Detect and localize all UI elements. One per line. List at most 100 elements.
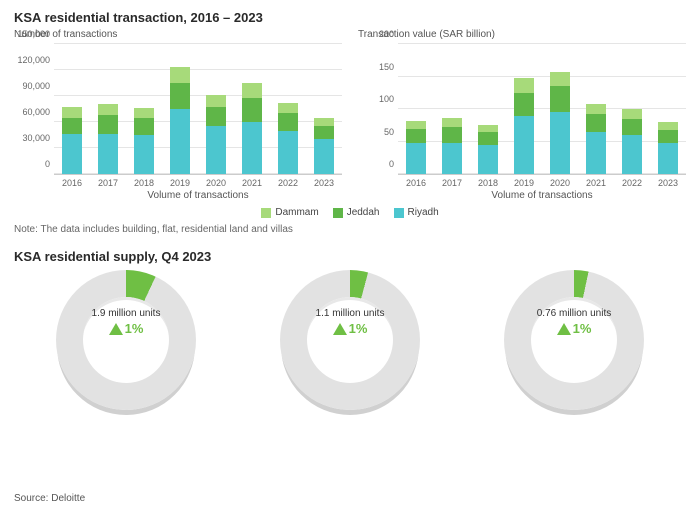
- bar-segment-riyadh: [134, 135, 154, 174]
- bar-group: [206, 95, 226, 174]
- bar-segment-riyadh: [406, 143, 426, 174]
- donut-pct-label: 1%: [125, 321, 144, 336]
- bar-group: [550, 72, 570, 174]
- bar-segment-dammam: [98, 104, 118, 115]
- y-tick-label: 200: [358, 29, 394, 39]
- chart-transactions-count: Number of transactions 030,00060,00090,0…: [14, 29, 342, 201]
- x-tick-label: 2023: [314, 178, 334, 188]
- x-tick-label: 2021: [242, 178, 262, 188]
- donut-riyadh: 1.9 million units1%Riyadh: [46, 270, 206, 407]
- legend-dammam: Dammam: [261, 207, 318, 218]
- bar-segment-dammam: [406, 121, 426, 129]
- main-title: KSA residential transaction, 2016 – 2023: [14, 10, 686, 25]
- bar-segment-dammam: [314, 118, 334, 127]
- bar-segment-riyadh: [550, 112, 570, 174]
- bar-group: [478, 125, 498, 174]
- chart-legend: Dammam Jeddah Riyadh: [14, 207, 686, 218]
- bar-segment-dammam: [134, 108, 154, 118]
- bar-segment-jeddah: [62, 118, 82, 134]
- donut-units-label: 1.1 million units: [290, 308, 410, 319]
- bar-segment-dammam: [478, 125, 498, 132]
- bar-segment-dammam: [242, 83, 262, 98]
- legend-riyadh-label: Riyadh: [408, 207, 439, 218]
- bar-group: [406, 121, 426, 174]
- bar-group: [170, 67, 190, 174]
- donut-dma: 0.76 million units1%DMA: [494, 270, 654, 407]
- bar-segment-riyadh: [98, 134, 118, 174]
- chart-left-xlabels: 20162017201820192020202120222023: [54, 175, 342, 188]
- bar-segment-riyadh: [242, 122, 262, 174]
- bar-segment-riyadh: [314, 139, 334, 174]
- bar-segment-riyadh: [170, 109, 190, 174]
- bar-segment-jeddah: [206, 107, 226, 126]
- x-tick-label: 2020: [550, 178, 570, 188]
- donut-units-label: 1.9 million units: [66, 308, 186, 319]
- bar-segment-jeddah: [586, 114, 606, 132]
- chart-left-subtitle: Number of transactions: [14, 29, 342, 40]
- x-tick-label: 2016: [406, 178, 426, 188]
- x-tick-label: 2018: [134, 178, 154, 188]
- bar-segment-riyadh: [62, 134, 82, 174]
- bar-segment-riyadh: [442, 143, 462, 174]
- bar-segment-dammam: [514, 78, 534, 92]
- bar-group: [314, 118, 334, 174]
- bar-segment-riyadh: [206, 126, 226, 174]
- charts-row: Number of transactions 030,00060,00090,0…: [14, 29, 686, 201]
- y-tick-label: 0: [358, 159, 394, 169]
- legend-jeddah-label: Jeddah: [347, 207, 380, 218]
- swatch-dammam: [261, 208, 271, 218]
- bar-segment-riyadh: [586, 132, 606, 174]
- chart-right-xtitle: Volume of transactions: [398, 190, 686, 201]
- y-tick-label: 0: [14, 159, 50, 169]
- x-tick-label: 2023: [658, 178, 678, 188]
- donuts-row: 1.9 million units1%Riyadh1.1 million uni…: [14, 270, 686, 407]
- bar-group: [514, 78, 534, 174]
- chart-transactions-value: Transaction value (SAR billion) 05010015…: [358, 29, 686, 201]
- bar-group: [586, 104, 606, 174]
- x-tick-label: 2018: [478, 178, 498, 188]
- bar-segment-jeddah: [550, 86, 570, 112]
- y-tick-label: 150: [358, 62, 394, 72]
- x-tick-label: 2016: [62, 178, 82, 188]
- bar-segment-dammam: [278, 103, 298, 113]
- y-tick-label: 150,000: [14, 29, 50, 39]
- x-tick-label: 2022: [622, 178, 642, 188]
- data-note: Note: The data includes building, flat, …: [14, 224, 686, 235]
- x-tick-label: 2017: [98, 178, 118, 188]
- bar-group: [658, 122, 678, 174]
- x-tick-label: 2017: [442, 178, 462, 188]
- bar-group: [242, 83, 262, 174]
- y-tick-label: 60,000: [14, 107, 50, 117]
- legend-dammam-label: Dammam: [275, 207, 318, 218]
- chart-left-xtitle: Volume of transactions: [54, 190, 342, 201]
- bar-group: [622, 109, 642, 174]
- chart-left-plot: 030,00060,00090,000120,000150,000: [54, 44, 342, 175]
- source-text: Source: Deloitte: [14, 493, 85, 504]
- bar-segment-jeddah: [278, 113, 298, 130]
- bar-segment-jeddah: [242, 98, 262, 122]
- bar-segment-jeddah: [658, 130, 678, 143]
- bar-segment-dammam: [622, 109, 642, 119]
- bar-segment-jeddah: [314, 126, 334, 139]
- donut-units-label: 0.76 million units: [514, 308, 634, 319]
- bar-segment-jeddah: [478, 132, 498, 145]
- arrow-up-icon: [557, 323, 571, 335]
- bar-group: [62, 107, 82, 174]
- bar-segment-jeddah: [406, 129, 426, 143]
- arrow-up-icon: [333, 323, 347, 335]
- chart-right-xlabels: 20162017201820192020202120222023: [398, 175, 686, 188]
- bar-segment-dammam: [442, 118, 462, 126]
- legend-riyadh: Riyadh: [394, 207, 439, 218]
- bar-group: [442, 118, 462, 174]
- bar-segment-dammam: [62, 107, 82, 117]
- bar-segment-dammam: [206, 95, 226, 107]
- y-tick-label: 120,000: [14, 55, 50, 65]
- x-tick-label: 2022: [278, 178, 298, 188]
- y-tick-label: 30,000: [14, 133, 50, 143]
- bar-group: [134, 108, 154, 174]
- x-tick-label: 2021: [586, 178, 606, 188]
- y-tick-label: 50: [358, 127, 394, 137]
- donut-pct-label: 1%: [573, 321, 592, 336]
- bar-segment-riyadh: [658, 143, 678, 174]
- bar-segment-dammam: [586, 104, 606, 114]
